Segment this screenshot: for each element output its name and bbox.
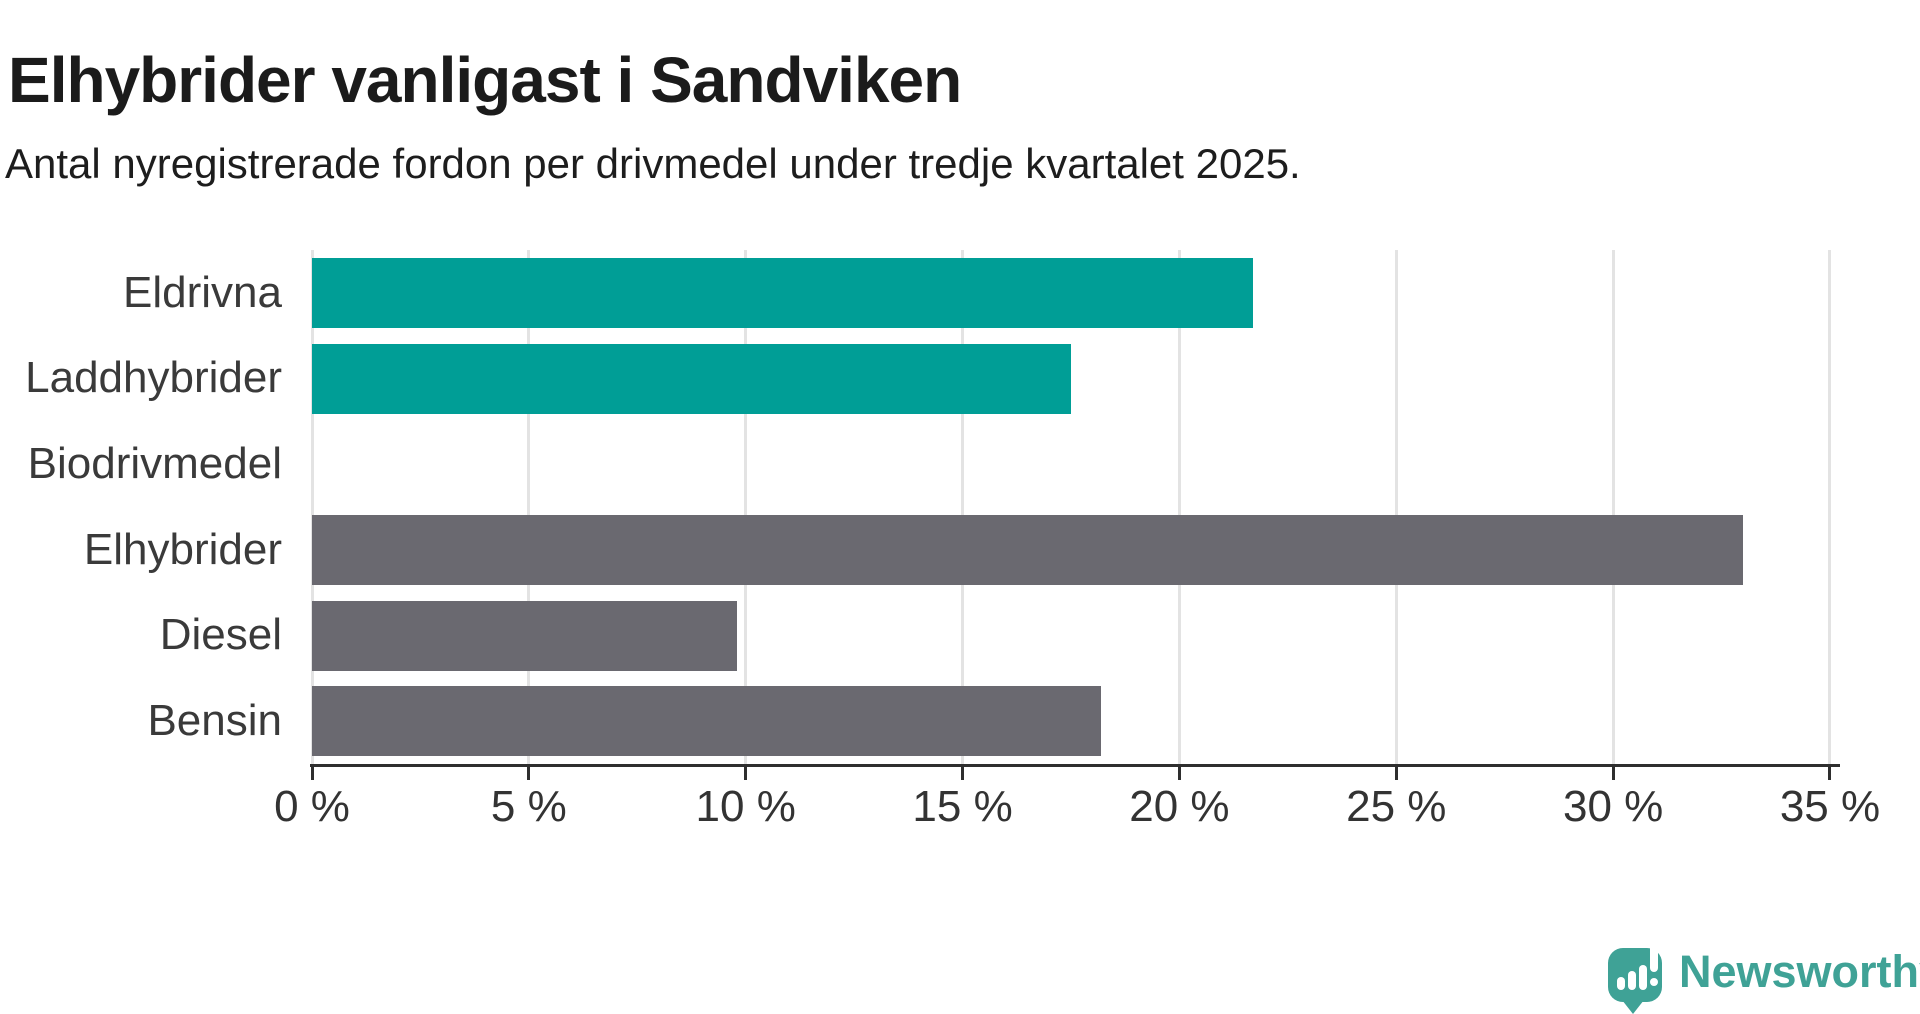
category-label-elhybrider: Elhybrider	[83, 524, 282, 574]
bar-eldrivna	[312, 257, 1254, 328]
gridline-25	[1394, 250, 1398, 764]
icon-exclamation-dot	[1650, 978, 1658, 986]
bar-laddhybrider	[312, 343, 1071, 414]
x-tick-0	[310, 767, 314, 780]
bar-bensin	[312, 686, 1102, 757]
chart-title: Elhybrider vanligast i Sandviken	[8, 43, 962, 116]
x-tick-15	[961, 767, 965, 780]
x-tick-label-25: 25 %	[1346, 782, 1447, 831]
x-tick-label-35: 35 %	[1779, 782, 1881, 831]
brand-name: Newsworthy	[1679, 946, 1920, 997]
gridline-20	[1177, 250, 1181, 764]
category-label-eldrivna: Eldrivna	[123, 267, 282, 317]
plot-area: 0 % 5 % 10 % 15 % 20 % 25 % 30 % 35 %	[274, 250, 1880, 850]
newsworthy-logo[interactable]: Newsworthy	[1608, 942, 1920, 1014]
icon-exclamation-bar	[1650, 942, 1658, 972]
icon-bar-medium	[1628, 971, 1636, 990]
x-tick-5	[527, 767, 531, 780]
gridline-10	[744, 250, 748, 764]
gridline-5	[527, 250, 531, 764]
x-tick-label-10: 10 %	[695, 782, 796, 831]
x-tick-label-0: 0 %	[274, 782, 350, 831]
icon-bar-small	[1617, 977, 1625, 990]
category-label-diesel: Diesel	[159, 610, 282, 660]
gridline-15	[961, 250, 965, 764]
x-tick-label-15: 15 %	[912, 782, 1013, 831]
x-axis-line	[310, 764, 1840, 767]
chart-subtitle: Antal nyregistrerade fordon per drivmede…	[5, 140, 1301, 187]
gridline-35	[1828, 250, 1832, 764]
x-tick-label-30: 30 %	[1562, 782, 1664, 831]
category-label-biodrivmedel: Biodrivmedel	[27, 439, 282, 489]
x-tick-10	[744, 767, 748, 780]
category-label-laddhybrider: Laddhybrider	[25, 353, 282, 403]
x-tick-label-20: 20 %	[1129, 782, 1230, 831]
newsworthy-icon	[1608, 942, 1662, 1014]
bar-diesel	[312, 600, 738, 671]
gridline-0	[310, 250, 314, 764]
x-tick-30	[1611, 767, 1615, 780]
category-label-bensin: Bensin	[147, 696, 282, 746]
icon-bar-large	[1639, 965, 1647, 990]
x-tick-35	[1828, 767, 1832, 780]
y-axis-labels: Eldrivna Laddhybrider Biodrivmedel Elhybrid…	[0, 250, 282, 764]
x-tick-20	[1177, 767, 1181, 780]
bar-chart: Eldrivna Laddhybrider Biodrivmedel Elhybrid…	[0, 250, 1920, 850]
speech-bubble-tail	[1622, 1000, 1644, 1014]
gridline-30	[1611, 250, 1615, 764]
x-tick-25	[1394, 767, 1398, 780]
bar-elhybrider	[312, 514, 1744, 585]
x-tick-label-5: 5 %	[490, 782, 567, 831]
